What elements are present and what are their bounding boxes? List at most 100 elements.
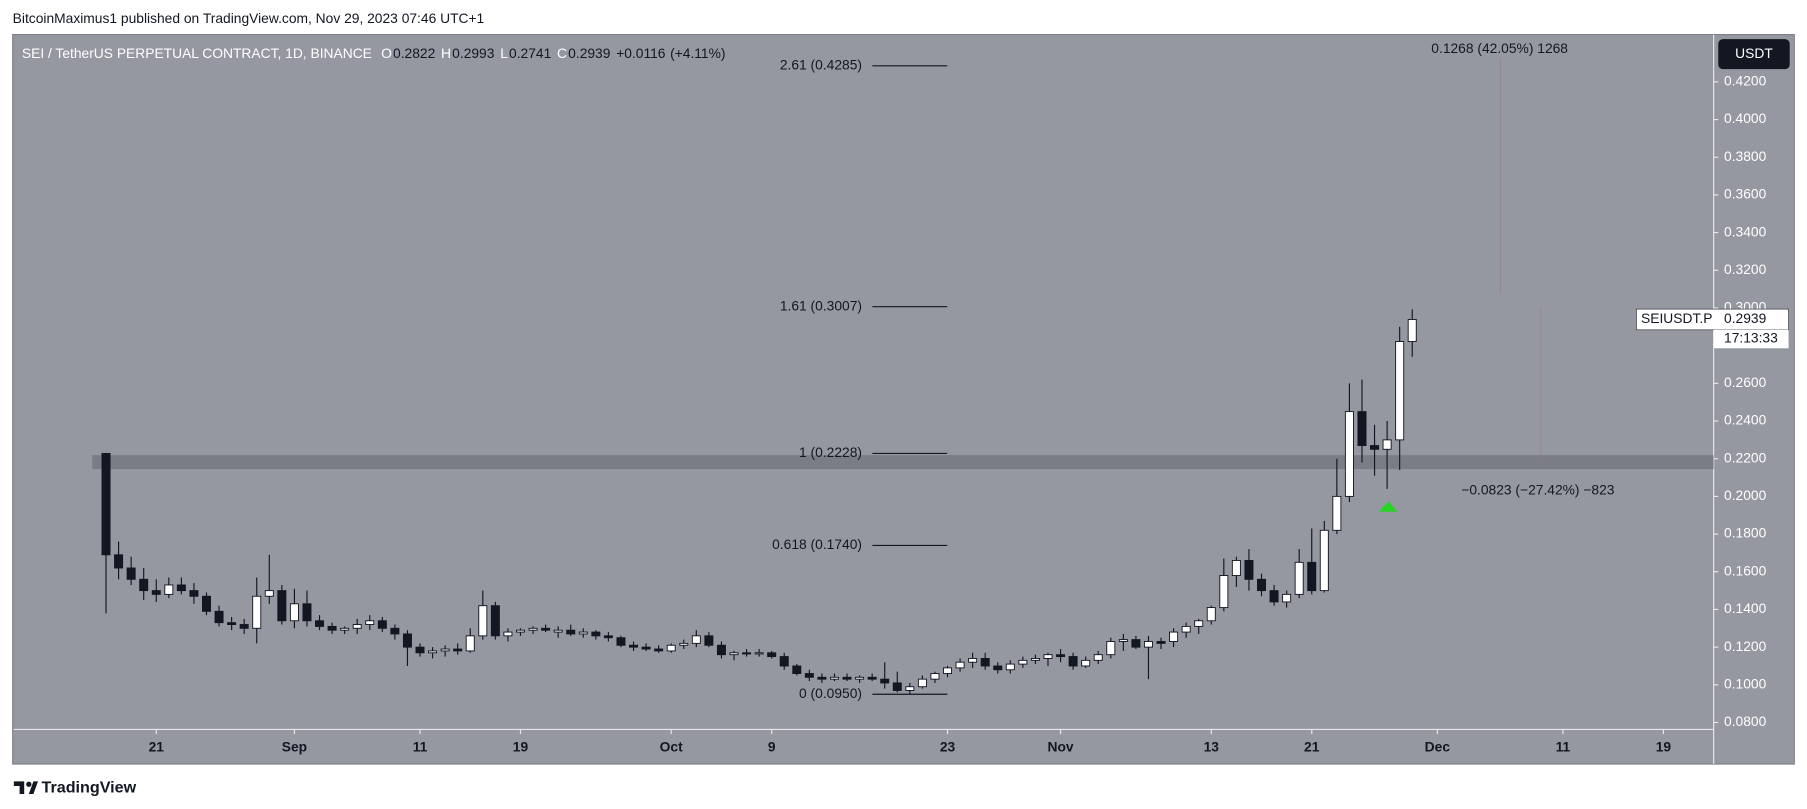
- y-tick-label: 0.4200: [1724, 73, 1767, 89]
- y-tick-label: 0.1600: [1724, 562, 1767, 578]
- x-tick-label: Sep: [282, 739, 307, 755]
- candle-body: [1206, 607, 1216, 622]
- x-tick-label: 23: [940, 739, 956, 755]
- candle-body: [679, 642, 689, 646]
- candle-body: [779, 656, 789, 667]
- candle-body: [1118, 639, 1128, 642]
- candle-body: [490, 605, 500, 637]
- y-tick-label: 0.1400: [1724, 600, 1767, 616]
- y-tick-label: 0.0800: [1724, 713, 1767, 729]
- candle-body: [980, 657, 990, 667]
- candle-body: [1169, 631, 1179, 642]
- logo-mark: [13, 781, 25, 795]
- fib-label: 0.618 (0.1740): [772, 536, 862, 552]
- x-tick-label: 19: [1656, 739, 1672, 755]
- y-tick-label: 0.2600: [1724, 374, 1767, 390]
- candle-body: [264, 590, 274, 597]
- candle-body: [503, 631, 513, 637]
- measure-label: −0.0823 (−27.42%) −823: [1461, 482, 1615, 498]
- ohlc-key: O: [381, 45, 392, 61]
- countdown-tag: [1713, 329, 1789, 349]
- candle-body: [390, 627, 400, 635]
- candle-body: [892, 682, 902, 691]
- candle-body: [227, 622, 237, 625]
- x-tick-label: 11: [413, 739, 428, 755]
- footer-logo: [13, 781, 39, 795]
- candle-body: [591, 631, 601, 637]
- candle-body: [917, 678, 927, 688]
- candle-body: [1131, 639, 1141, 648]
- candle-body: [666, 644, 676, 652]
- candle-body: [855, 676, 865, 680]
- candle-body: [1093, 654, 1103, 661]
- candle-body: [654, 648, 664, 652]
- footer-brand: TradingView: [41, 779, 136, 797]
- candle-body: [1319, 529, 1329, 592]
- candle-body: [1018, 659, 1028, 665]
- candle-body: [1370, 445, 1380, 450]
- candle-body: [804, 673, 814, 678]
- candle-body: [1382, 439, 1392, 450]
- candle-body: [729, 652, 739, 656]
- candle-body: [302, 603, 312, 622]
- logo-mark: [28, 781, 39, 795]
- candle-body: [905, 686, 915, 691]
- candle-body: [1294, 561, 1304, 595]
- candle-body: [629, 644, 639, 648]
- candle-body: [151, 590, 161, 595]
- x-tick-label: 13: [1204, 739, 1220, 755]
- y-tick-label: 0.2200: [1724, 449, 1767, 465]
- currency-label[interactable]: USDT: [1735, 45, 1773, 61]
- candle-body: [616, 637, 626, 646]
- candle-body: [578, 631, 588, 635]
- candle-body: [440, 648, 450, 652]
- y-tick-label: 0.3800: [1724, 148, 1767, 164]
- candle-body: [139, 578, 149, 592]
- candle-body: [289, 603, 299, 622]
- x-tick-label: Dec: [1425, 739, 1451, 755]
- candle-body: [176, 584, 186, 592]
- candle-body: [515, 629, 525, 633]
- candle-body: [1056, 654, 1066, 658]
- candle-body: [842, 676, 852, 680]
- resistance-zone: [92, 455, 1714, 470]
- candle-body: [327, 625, 337, 631]
- candle-body: [943, 667, 953, 674]
- candle-body: [930, 673, 940, 680]
- candle-body: [428, 650, 438, 654]
- x-tick-label: 21: [149, 739, 165, 755]
- ohlc-value: 0.2993: [452, 45, 495, 61]
- ohlc-value: 0.2822: [393, 45, 435, 61]
- ohlc-key: C: [557, 45, 567, 61]
- candle-body: [1194, 620, 1204, 627]
- candle-body: [1244, 560, 1254, 580]
- candle-body: [252, 595, 262, 629]
- candle-body: [1005, 663, 1015, 671]
- publisher-line: BitcoinMaximus1 published on TradingView…: [13, 10, 485, 26]
- fib-label: 2.61 (0.4285): [780, 57, 862, 73]
- candle-body: [239, 624, 249, 629]
- candle-body: [968, 657, 978, 663]
- candle-body: [1156, 641, 1166, 644]
- candle-body: [126, 567, 136, 580]
- candle-body: [365, 620, 375, 625]
- candle-body: [478, 605, 488, 637]
- candle-body: [566, 629, 576, 635]
- candle-body: [1282, 593, 1292, 603]
- fib-label: 1.61 (0.3007): [780, 297, 862, 313]
- candle-body: [1344, 411, 1354, 497]
- x-tick-label: Nov: [1047, 739, 1073, 755]
- y-tick-label: 0.2000: [1724, 487, 1767, 503]
- candle-body: [315, 620, 325, 627]
- candle-body: [767, 652, 777, 658]
- change-value: +0.0116: [616, 45, 666, 61]
- candle-body: [1407, 319, 1417, 342]
- candle-body: [528, 627, 538, 631]
- measure-label: 0.1268 (42.05%) 1268: [1431, 40, 1568, 56]
- candle-body: [1357, 411, 1367, 446]
- price-tag-symbol: SEIUSDT.P: [1641, 310, 1712, 326]
- candle-body: [742, 652, 752, 655]
- currency-button[interactable]: [1718, 39, 1790, 70]
- countdown: 17:13:33: [1724, 330, 1778, 346]
